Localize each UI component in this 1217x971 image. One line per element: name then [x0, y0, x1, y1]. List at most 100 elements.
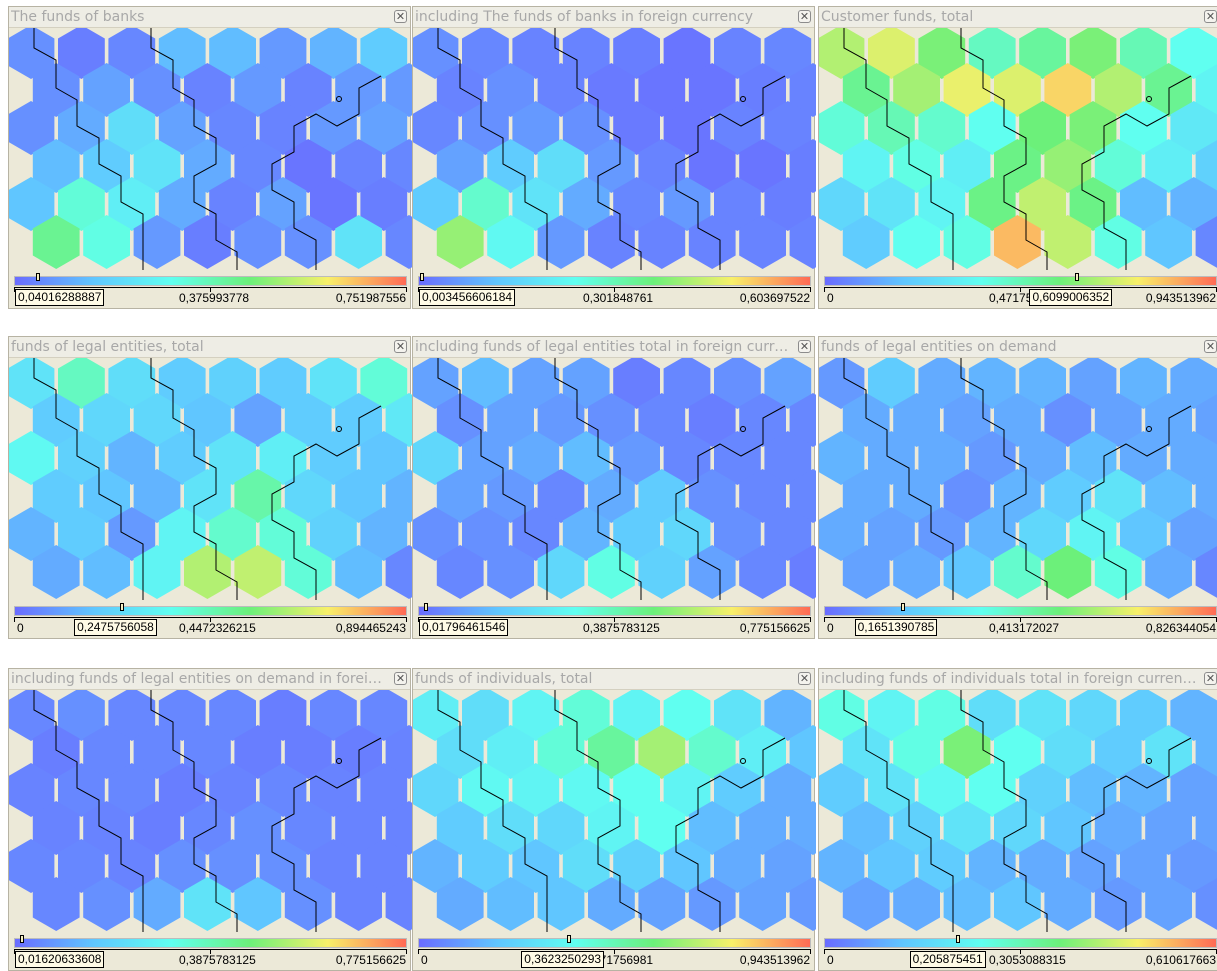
hex-cell[interactable]	[688, 725, 736, 779]
hex-cell[interactable]	[284, 545, 332, 599]
component-plane-panel[interactable]: The funds of banks ✕ 0,04016288887 0,375993…	[8, 6, 412, 309]
hex-cell[interactable]	[234, 877, 282, 931]
hex-cell[interactable]	[487, 801, 534, 855]
hex-cell[interactable]	[638, 63, 686, 117]
hex-cell[interactable]	[1170, 763, 1217, 817]
hex-cell[interactable]	[1069, 28, 1117, 79]
hex-cell[interactable]	[1044, 545, 1092, 599]
hex-cell[interactable]	[819, 763, 865, 817]
hex-cell[interactable]	[284, 139, 332, 193]
hex-cell[interactable]	[310, 28, 357, 79]
hex-cell[interactable]	[537, 877, 585, 931]
hex-cell[interactable]	[1019, 507, 1066, 561]
panel-titlebar[interactable]: including funds of individuals total in …	[819, 669, 1217, 690]
hex-cell[interactable]	[537, 139, 585, 193]
hex-cell[interactable]	[158, 28, 206, 79]
hex-cell[interactable]	[663, 763, 711, 817]
hex-cell[interactable]	[819, 690, 865, 741]
hex-cell[interactable]	[1019, 839, 1066, 893]
hex-cell[interactable]	[638, 801, 686, 855]
hex-cell[interactable]	[259, 507, 307, 561]
hex-cell[interactable]	[58, 507, 105, 561]
hex-cell[interactable]	[893, 725, 940, 779]
hex-cell[interactable]	[512, 431, 560, 485]
hex-cell[interactable]	[234, 545, 282, 599]
hex-cell[interactable]	[360, 358, 408, 409]
scale-slider-handle[interactable]	[120, 603, 125, 611]
hex-cell[interactable]	[1044, 725, 1092, 779]
som-hex-map[interactable]	[413, 690, 816, 932]
scale-slider-handle[interactable]	[1075, 273, 1080, 281]
hex-cell[interactable]	[1145, 139, 1192, 193]
hex-cell[interactable]	[487, 725, 534, 779]
hex-cell[interactable]	[918, 763, 966, 817]
hex-cell[interactable]	[943, 393, 991, 447]
hex-cell[interactable]	[385, 801, 412, 855]
hex-cell[interactable]	[310, 839, 357, 893]
hex-cell[interactable]	[1094, 63, 1142, 117]
hex-cell[interactable]	[385, 139, 412, 193]
hex-cell[interactable]	[184, 139, 231, 193]
hex-cell[interactable]	[462, 358, 509, 409]
hex-cell[interactable]	[413, 431, 459, 485]
hex-cell[interactable]	[868, 28, 915, 79]
hex-cell[interactable]	[1120, 177, 1167, 231]
hex-cell[interactable]	[83, 393, 130, 447]
hex-cell[interactable]	[638, 139, 686, 193]
hex-cell[interactable]	[1044, 801, 1092, 855]
hex-cell[interactable]	[819, 177, 865, 231]
hex-cell[interactable]	[436, 63, 484, 117]
hex-cell[interactable]	[613, 431, 660, 485]
hex-cell[interactable]	[209, 507, 256, 561]
hex-cell[interactable]	[209, 763, 256, 817]
hex-cell[interactable]	[512, 28, 560, 79]
hex-cell[interactable]	[714, 507, 761, 561]
hex-cell[interactable]	[537, 393, 585, 447]
panel-titlebar[interactable]: funds of legal entities on demand ✕	[819, 337, 1217, 358]
selected-node-marker[interactable]	[740, 758, 746, 764]
hex-cell[interactable]	[512, 177, 560, 231]
hex-cell[interactable]	[32, 725, 80, 779]
component-plane-panel[interactable]: funds of individuals, total ✕ 0 0,471756981…	[412, 668, 816, 971]
hex-cell[interactable]	[663, 839, 711, 893]
hex-cell[interactable]	[1120, 28, 1167, 79]
scale-slider-handle[interactable]	[567, 935, 572, 943]
hex-cell[interactable]	[209, 358, 256, 409]
hex-cell[interactable]	[234, 393, 282, 447]
hex-cell[interactable]	[714, 101, 761, 155]
hex-cell[interactable]	[562, 358, 610, 409]
hex-cell[interactable]	[842, 63, 890, 117]
hex-cell[interactable]	[739, 215, 786, 269]
hex-cell[interactable]	[209, 28, 256, 79]
hex-cell[interactable]	[413, 177, 459, 231]
hex-cell[interactable]	[1170, 839, 1217, 893]
selected-node-marker[interactable]	[336, 96, 342, 102]
hex-cell[interactable]	[714, 177, 761, 231]
hex-cell[interactable]	[487, 545, 534, 599]
hex-cell[interactable]	[688, 801, 736, 855]
hex-cell[interactable]	[1195, 801, 1217, 855]
hex-cell[interactable]	[663, 690, 711, 741]
hex-cell[interactable]	[893, 139, 940, 193]
hex-cell[interactable]	[613, 507, 660, 561]
close-icon[interactable]: ✕	[1204, 340, 1217, 353]
hex-cell[interactable]	[663, 358, 711, 409]
hex-cell[interactable]	[638, 877, 686, 931]
hex-cell[interactable]	[562, 690, 610, 741]
hex-cell[interactable]	[58, 177, 105, 231]
hex-cell[interactable]	[360, 839, 408, 893]
hex-cell[interactable]	[184, 63, 231, 117]
hex-cell[interactable]	[613, 690, 660, 741]
hex-cell[interactable]	[284, 393, 332, 447]
hex-cell[interactable]	[1195, 877, 1217, 931]
hex-cell[interactable]	[588, 545, 635, 599]
panel-titlebar[interactable]: funds of legal entities, total ✕	[9, 337, 410, 358]
hex-cell[interactable]	[1195, 63, 1217, 117]
hex-cell[interactable]	[688, 215, 736, 269]
hex-cell[interactable]	[1170, 358, 1217, 409]
hex-cell[interactable]	[1019, 358, 1066, 409]
hex-cell[interactable]	[9, 431, 55, 485]
hex-cell[interactable]	[413, 358, 459, 409]
hex-cell[interactable]	[918, 507, 966, 561]
hex-cell[interactable]	[385, 393, 412, 447]
